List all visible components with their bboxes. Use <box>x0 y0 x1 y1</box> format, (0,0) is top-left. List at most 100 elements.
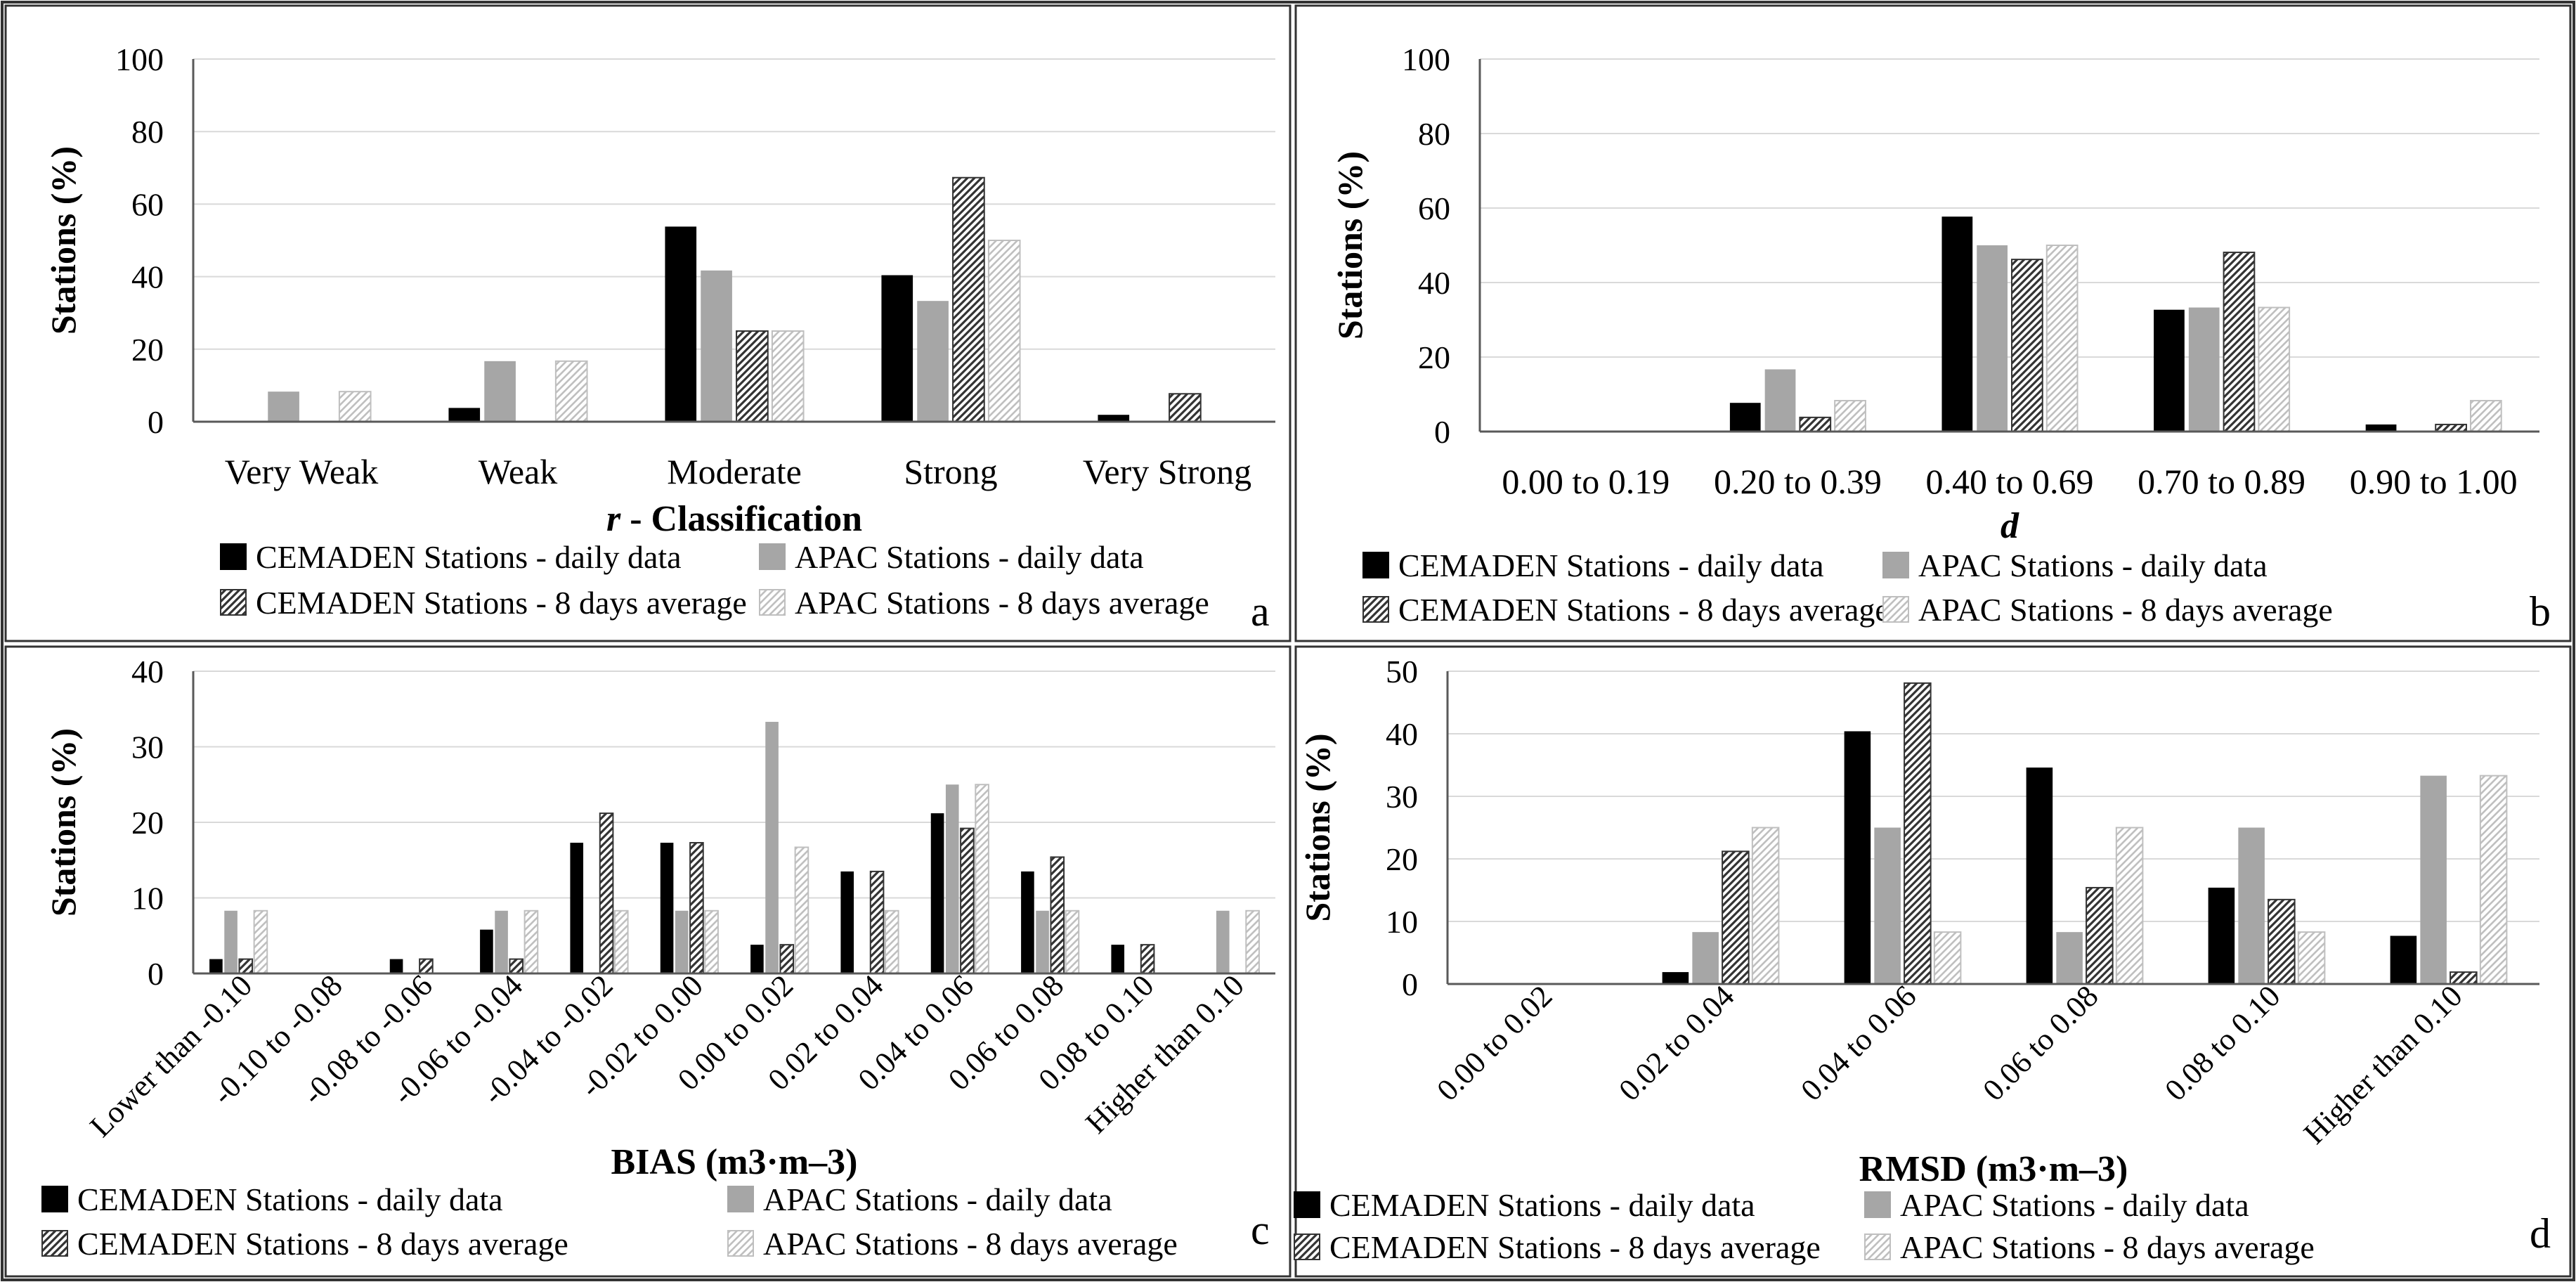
y-tick-label: 0 <box>148 956 164 992</box>
bar-apac-daily <box>2188 307 2220 432</box>
legend-swatch-cemaden-8day <box>220 589 247 616</box>
legend-swatch-apac-8day <box>1882 596 1909 623</box>
legend-swatch-cemaden-8day <box>1362 596 1389 623</box>
legend-label-cemaden-daily: CEMADEN Stations - daily data <box>256 539 682 575</box>
bar-cemaden-8day <box>238 958 254 974</box>
x-axis-label: RMSD (m3·m–3) <box>1859 1149 2128 1189</box>
bar-apac-daily <box>701 270 732 422</box>
panel-frame <box>1294 4 2572 642</box>
bar-cemaden-daily <box>1098 415 1130 422</box>
bar-apac-daily <box>484 361 516 422</box>
bar-cemaden-8day <box>419 958 434 974</box>
legend-label-cemaden-daily: CEMADEN Stations - daily data <box>1329 1187 1755 1223</box>
bar-cemaden-daily <box>1662 972 1689 984</box>
bar-cemaden-8day <box>1050 856 1065 974</box>
bar-cemaden-8day <box>1799 416 1832 432</box>
legend-swatch-cemaden-8day <box>1294 1234 1320 1260</box>
bar-apac-8day <box>338 391 372 422</box>
bar-cemaden-daily <box>881 275 913 422</box>
bar-apac-8day <box>1751 827 1780 985</box>
y-tick-label: 20 <box>1386 841 1418 877</box>
y-axis-label: Stations (%) <box>1330 151 1370 339</box>
bar-apac-8day <box>2479 775 2508 985</box>
y-axis-label: Stations (%) <box>1298 733 1337 921</box>
legend-swatch-apac-8day <box>727 1230 754 1257</box>
legend-label-cemaden-8day: CEMADEN Stations - 8 days average <box>1398 592 1889 628</box>
bar-cemaden-8day <box>2086 886 2114 985</box>
panel-letter: a <box>1251 588 1270 635</box>
bar-cemaden-daily <box>660 843 674 973</box>
y-tick-label: 60 <box>1418 190 1450 226</box>
bar-cemaden-daily <box>930 813 944 973</box>
bar-apac-daily <box>1977 245 2008 432</box>
legend-label-cemaden-8day: CEMADEN Stations - 8 days average <box>256 585 747 621</box>
legend-label-cemaden-8day: CEMADEN Stations - 8 days average <box>1329 1229 1821 1265</box>
bar-apac-8day <box>2258 306 2291 433</box>
bar-cemaden-daily <box>480 929 493 973</box>
bar-apac-daily <box>1216 910 1230 973</box>
x-tick-label: Strong <box>904 452 997 491</box>
legend-label-apac-daily: APAC Stations - daily data <box>1918 548 2268 583</box>
y-tick-label: 10 <box>131 881 164 917</box>
y-tick-label: 40 <box>1418 265 1450 301</box>
bar-apac-8day <box>1065 909 1080 975</box>
legend-label-cemaden-daily: CEMADEN Stations - daily data <box>77 1181 503 1217</box>
bar-cemaden-8day <box>952 176 985 422</box>
bar-cemaden-8day <box>1722 850 1750 985</box>
bar-apac-8day <box>794 846 809 974</box>
legend-swatch-cemaden-daily <box>1294 1191 1320 1218</box>
bar-apac-8day <box>523 909 539 975</box>
panel-b: 0 20 40 60 80 100 Stations (%) 0.00 to 0.19 0.20… <box>1294 4 2572 642</box>
bar-apac-8day <box>975 784 989 974</box>
x-axis-label: r - Classification <box>606 499 862 539</box>
y-tick-label: 50 <box>1386 654 1418 689</box>
bar-cemaden-8day <box>960 827 975 974</box>
bar-cemaden-8day <box>2435 423 2467 432</box>
bar-cemaden-8day <box>599 812 614 974</box>
legend-label-apac-8day: APAC Stations - 8 days average <box>795 585 1209 621</box>
bar-apac-8day <box>613 909 629 975</box>
legend-label-apac-daily: APAC Stations - daily data <box>1900 1187 2249 1223</box>
bar-cemaden-8day <box>1140 944 1155 975</box>
bar-cemaden-daily <box>750 945 764 973</box>
legend-label-apac-daily: APAC Stations - daily data <box>763 1181 1112 1217</box>
y-tick-label: 80 <box>131 114 164 150</box>
bar-cemaden-daily <box>389 959 403 973</box>
bar-apac-8day <box>1933 931 1962 985</box>
y-tick-label: 0 <box>1402 966 1418 1002</box>
bar-cemaden-daily <box>570 843 584 973</box>
bar-cemaden-8day <box>1904 682 1932 985</box>
bar-apac-daily <box>268 391 299 422</box>
legend-swatch-apac-daily <box>727 1186 754 1212</box>
legend-swatch-apac-daily <box>759 543 786 570</box>
legend-swatch-apac-8day <box>759 589 786 616</box>
bar-cemaden-8day <box>2450 971 2478 985</box>
y-tick-label: 40 <box>1386 716 1418 752</box>
legend-label-apac-8day: APAC Stations - 8 days average <box>763 1226 1178 1262</box>
bar-cemaden-daily <box>2154 309 2185 432</box>
y-tick-label: 60 <box>131 186 164 222</box>
legend-swatch-cemaden-daily <box>41 1186 68 1212</box>
panel-a: 0 20 40 60 80 100 Stations (%) Very Weak Weak Mod… <box>4 4 1292 642</box>
y-tick-label: 0 <box>148 404 164 440</box>
bar-apac-daily <box>917 301 949 422</box>
y-tick-label: 0 <box>1434 414 1450 450</box>
panel-frame <box>4 4 1292 642</box>
bar-cemaden-8day <box>2223 252 2256 432</box>
bar-apac-daily <box>495 910 508 973</box>
x-tick-label: Very Weak <box>225 452 379 491</box>
x-axis-label: d <box>2001 506 2019 546</box>
bar-apac-8day <box>884 909 899 975</box>
y-tick-label: 20 <box>1418 339 1450 375</box>
legend-swatch-cemaden-daily <box>220 543 247 570</box>
legend-label-cemaden-8day: CEMADEN Stations - 8 days average <box>77 1226 568 1262</box>
bar-apac-daily <box>1036 910 1049 973</box>
x-tick-label: Weak <box>479 452 558 491</box>
x-tick-label: Moderate <box>667 452 802 491</box>
x-tick-label: Very Strong <box>1083 452 1251 491</box>
bar-cemaden-8day <box>2268 898 2296 985</box>
panel-letter: c <box>1251 1207 1270 1253</box>
bar-apac-8day <box>987 240 1021 422</box>
bar-apac-daily <box>945 784 959 973</box>
